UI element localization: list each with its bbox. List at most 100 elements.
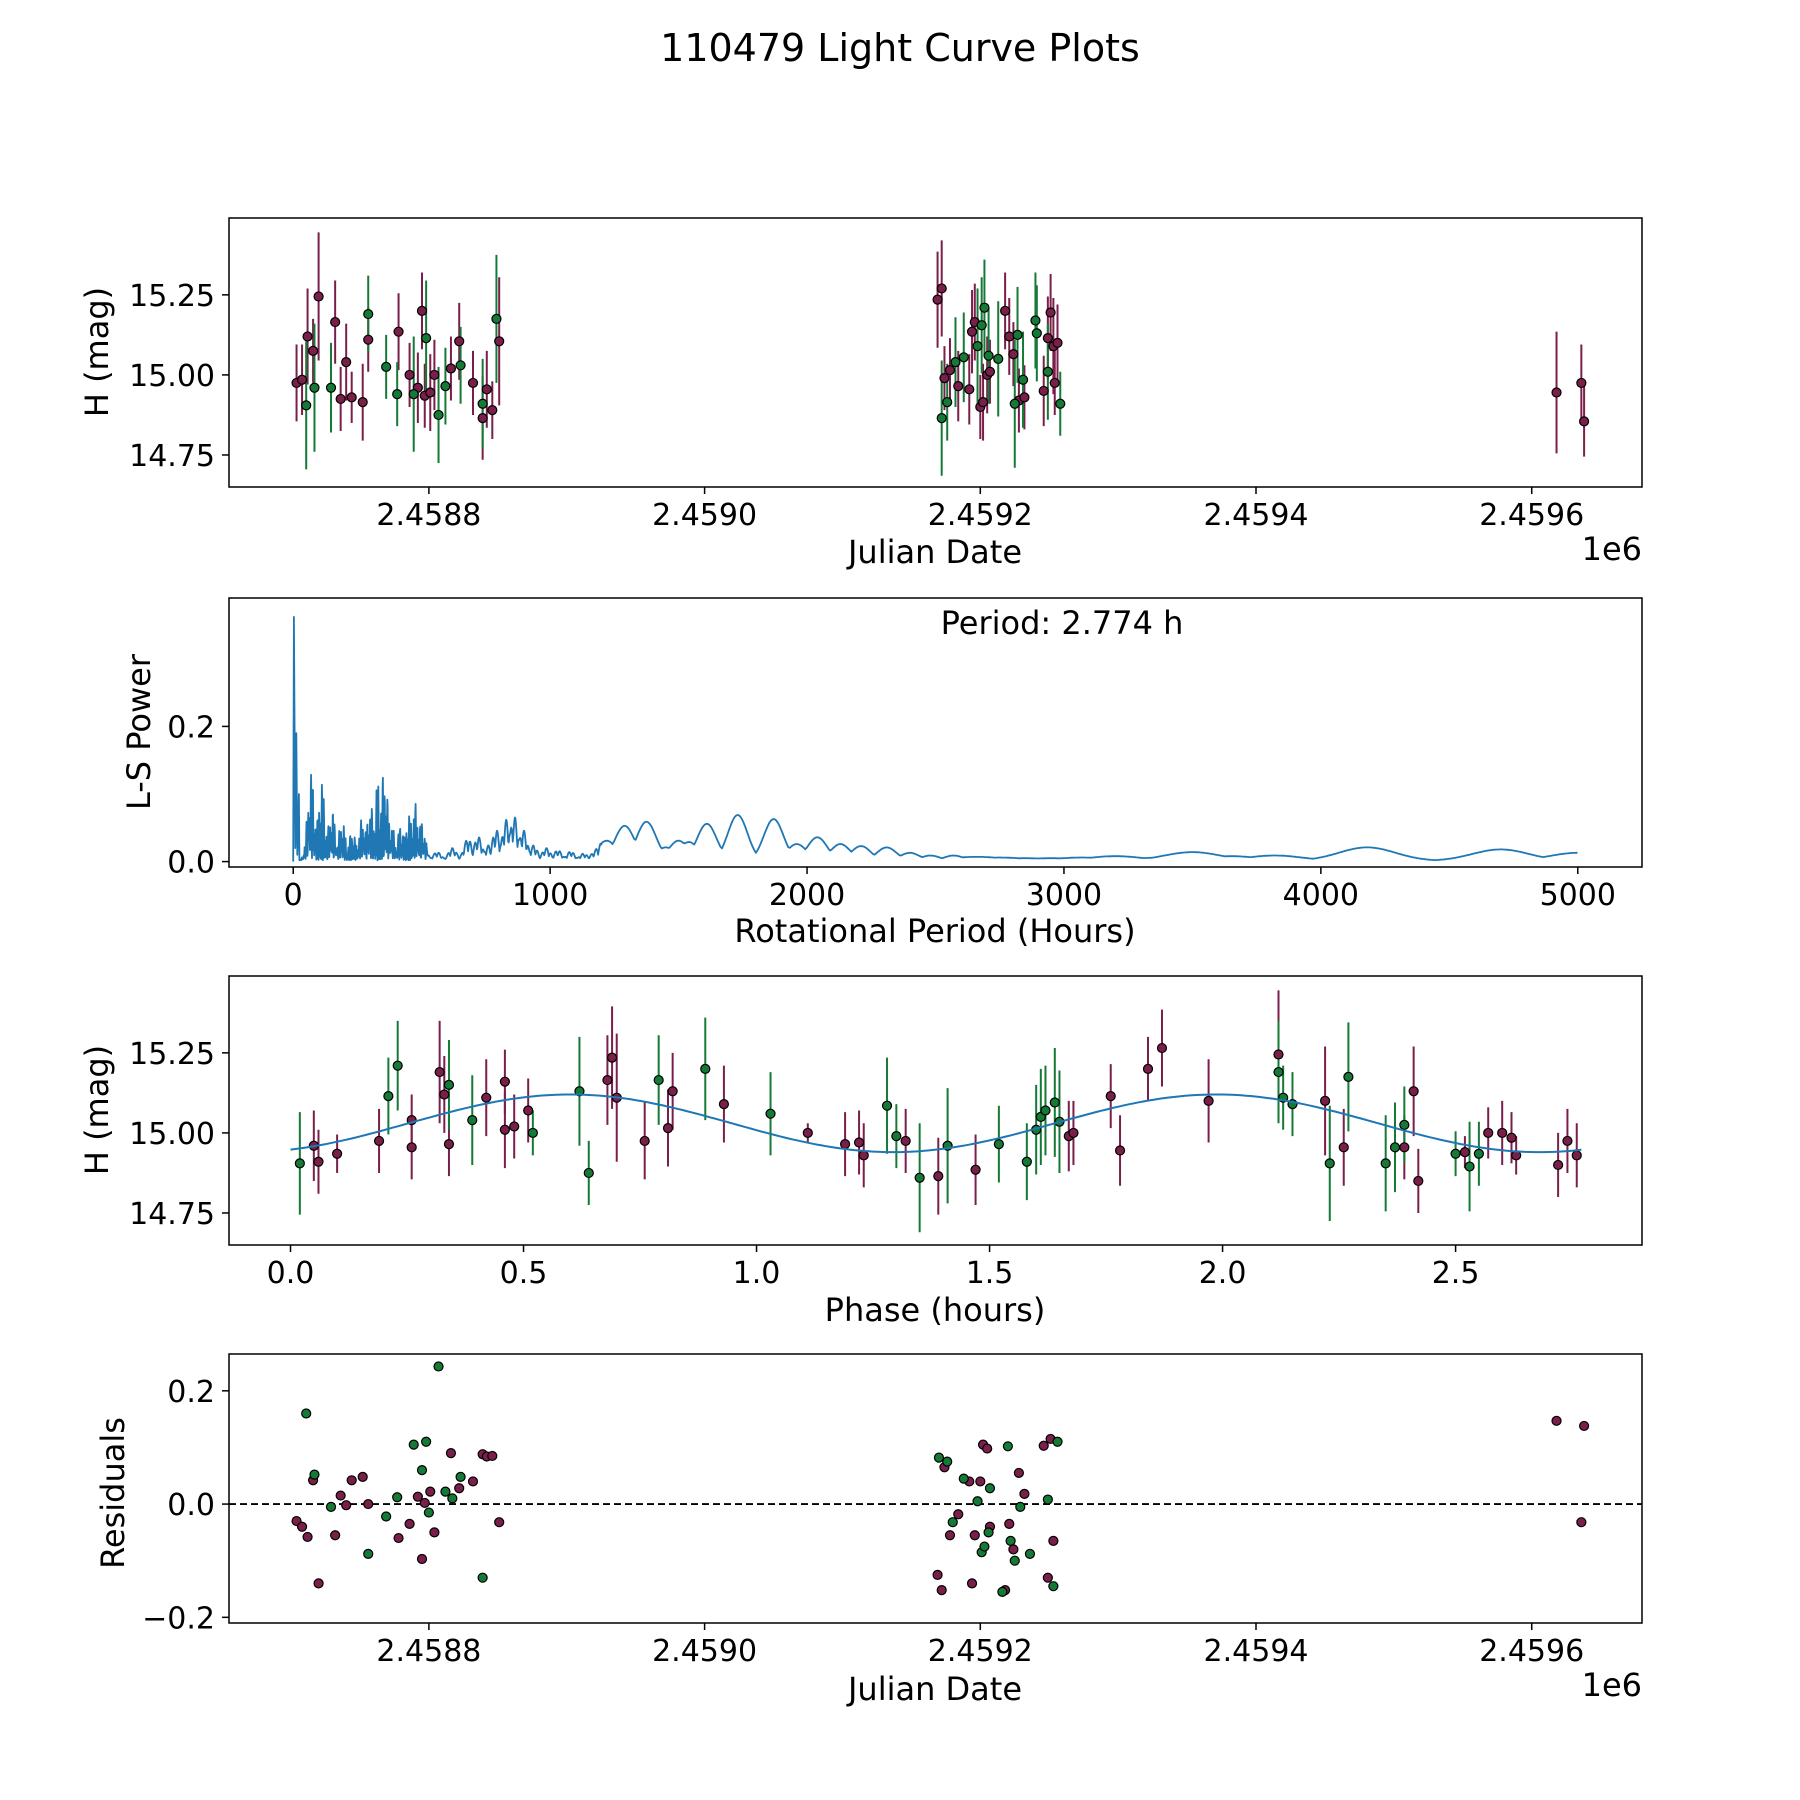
phased-y-tick-label: 15.25: [129, 1037, 215, 1072]
phased-point: [970, 1164, 981, 1175]
residuals-point: [1004, 1518, 1015, 1529]
phased-point: [891, 1131, 902, 1142]
residuals-point: [1002, 1441, 1013, 1452]
residuals-point: [1009, 1555, 1020, 1566]
lightcurve-point: [944, 365, 956, 376]
residuals-point: [953, 1509, 964, 1520]
phased-point: [1068, 1127, 1079, 1139]
phased-point: [434, 1066, 445, 1078]
residuals-x-label: Julian Date: [846, 1670, 1022, 1708]
residuals-point: [1551, 1415, 1562, 1426]
lightcurve-point: [1576, 377, 1587, 389]
residuals-point: [440, 1486, 451, 1497]
residuals-point: [1019, 1488, 1030, 1499]
residuals-point: [309, 1469, 320, 1480]
residuals-point: [982, 1443, 993, 1454]
lightcurve-point: [1012, 329, 1023, 340]
residuals-point: [445, 1448, 457, 1459]
lightcurve-point: [363, 308, 374, 320]
phased-point: [527, 1127, 538, 1139]
residuals-point: [425, 1486, 436, 1497]
lightcurve-point: [1055, 398, 1066, 409]
lightcurve-point: [953, 381, 964, 392]
residuals-axes: 2.4588 2.4590 2.4592 2.4594 2.4596 −0.2 0.0 0.2: [142, 1375, 1584, 1669]
phased-point: [392, 1060, 403, 1071]
lightcurve-point: [1031, 328, 1042, 339]
phased-point: [933, 1171, 944, 1182]
phased-point: [662, 1123, 674, 1134]
residuals-point: [1042, 1572, 1053, 1583]
phased-point: [1273, 1066, 1284, 1078]
periodogram-y-tick-label: 0.2: [167, 710, 215, 745]
lightcurve-point: [1045, 307, 1056, 318]
lightcurve-point: [494, 336, 505, 347]
lightcurve-point: [1042, 366, 1053, 377]
residuals-point: [944, 1530, 956, 1541]
phased-panel: 0.0 0.5 1.0 1.5 2.0 2.5 14.75 15.00 15.25 Phase …: [78, 975, 1643, 1329]
residuals-point: [454, 1483, 465, 1494]
phased-x-tick-label: 0.0: [267, 1256, 315, 1291]
lightcurve-point: [477, 398, 488, 409]
lightcurve-point: [416, 305, 428, 316]
residuals-point: [429, 1527, 440, 1538]
lightcurve-point: [1579, 416, 1590, 427]
residuals-point: [416, 1464, 428, 1476]
residuals-x-tick-label: 2.4592: [928, 1634, 1033, 1669]
lightcurve-point: [433, 409, 444, 421]
lightcurve-point: [950, 357, 961, 368]
lightcurve-point: [1019, 392, 1030, 403]
phased-point: [574, 1086, 585, 1097]
phased-point: [1571, 1150, 1582, 1161]
lightcurve-point: [392, 389, 403, 400]
phased-point: [509, 1121, 520, 1132]
residuals-point: [313, 1578, 324, 1589]
phased-point: [1156, 1042, 1168, 1054]
phased-point: [1459, 1147, 1471, 1158]
phased-point: [718, 1098, 730, 1110]
lightcurve-point: [1004, 331, 1015, 342]
phased-point: [606, 1052, 618, 1063]
phased-point: [1324, 1158, 1335, 1169]
phased-point: [1021, 1156, 1032, 1167]
lightcurve-point: [936, 413, 947, 424]
residuals-y-label: Residuals: [94, 1417, 132, 1569]
residuals-point: [1008, 1544, 1019, 1555]
phased-point: [1506, 1132, 1517, 1143]
lightcurve-point: [1038, 385, 1049, 397]
lightcurve-x-tick-label: 2.4590: [652, 498, 757, 533]
residuals-point: [1576, 1517, 1587, 1528]
residuals-point: [1013, 1467, 1025, 1479]
residuals-point: [1038, 1440, 1049, 1451]
phased-point: [481, 1092, 492, 1103]
phased-y-tick-label: 14.75: [129, 1197, 215, 1232]
lightcurve-point: [966, 326, 978, 337]
residuals-x-tick-label: 2.4596: [1479, 1634, 1584, 1669]
phased-model-curve: [290, 1093, 1582, 1154]
periodogram-x-tick-label: 3000: [1026, 878, 1102, 913]
lightcurve-point: [302, 331, 313, 342]
phased-point: [499, 1124, 510, 1135]
residuals-y-tick-label: 0.0: [167, 1488, 215, 1523]
phased-point: [667, 1086, 678, 1097]
residuals-point: [455, 1471, 466, 1482]
phased-point: [583, 1167, 594, 1179]
residuals-x-tick-label: 2.4588: [376, 1634, 481, 1669]
lightcurve-point: [357, 397, 368, 408]
lightcurve-point: [491, 313, 502, 324]
residuals-point: [408, 1439, 419, 1450]
lightcurve-point: [932, 294, 943, 305]
phased-point: [858, 1150, 869, 1161]
phased-y-tick-label: 15.00: [129, 1117, 215, 1152]
residuals-point: [330, 1530, 341, 1541]
residuals-y-tick-label: 0.2: [167, 1375, 215, 1410]
phased-point: [1040, 1105, 1051, 1116]
lightcurve-panel: 2.4588 2.4590 2.4592 2.4594 2.4596 14.75 15.00…: [78, 217, 1643, 571]
residuals-offset-text: 1e6: [1582, 1666, 1642, 1704]
residuals-point: [1052, 1436, 1063, 1447]
residuals-x-tick-label: 2.4590: [652, 1634, 757, 1669]
residuals-point: [363, 1548, 374, 1560]
residuals-point: [341, 1500, 352, 1511]
phased-point: [1450, 1148, 1461, 1159]
phased-x-tick-label: 1.0: [733, 1256, 781, 1291]
